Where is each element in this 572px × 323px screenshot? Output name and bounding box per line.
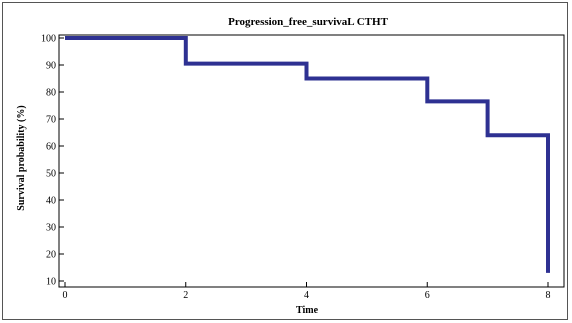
y-tick-label: 80 [46,88,56,99]
y-tick-label: 30 [46,223,56,234]
y-axis-title: Survival probability (%) [16,105,27,210]
x-axis-title: Time [296,305,319,316]
y-tick-label: 90 [46,61,56,72]
plot-area: 10 20 30 40 50 60 70 80 90 100 0 2 4 6 8 [41,34,565,301]
y-tick-label: 50 [46,169,56,180]
x-tick-label: 6 [425,290,430,301]
x-tick-label: 8 [546,290,551,301]
x-tick-label: 2 [183,290,188,301]
chart-title: Progression_free_survivaL CTHT [228,16,388,28]
y-tick-label: 70 [46,115,56,126]
y-tick-label: 100 [41,34,56,45]
y-tick-label: 20 [46,250,56,261]
y-tick-label: 10 [46,277,56,288]
y-tick-label: 40 [46,196,56,207]
y-tick-label: 60 [46,142,56,153]
survival-step-line [65,36,550,273]
plot-border [58,34,565,288]
x-tick-label: 4 [304,290,309,301]
chart-frame [2,2,568,320]
x-tick-label: 0 [63,290,68,301]
